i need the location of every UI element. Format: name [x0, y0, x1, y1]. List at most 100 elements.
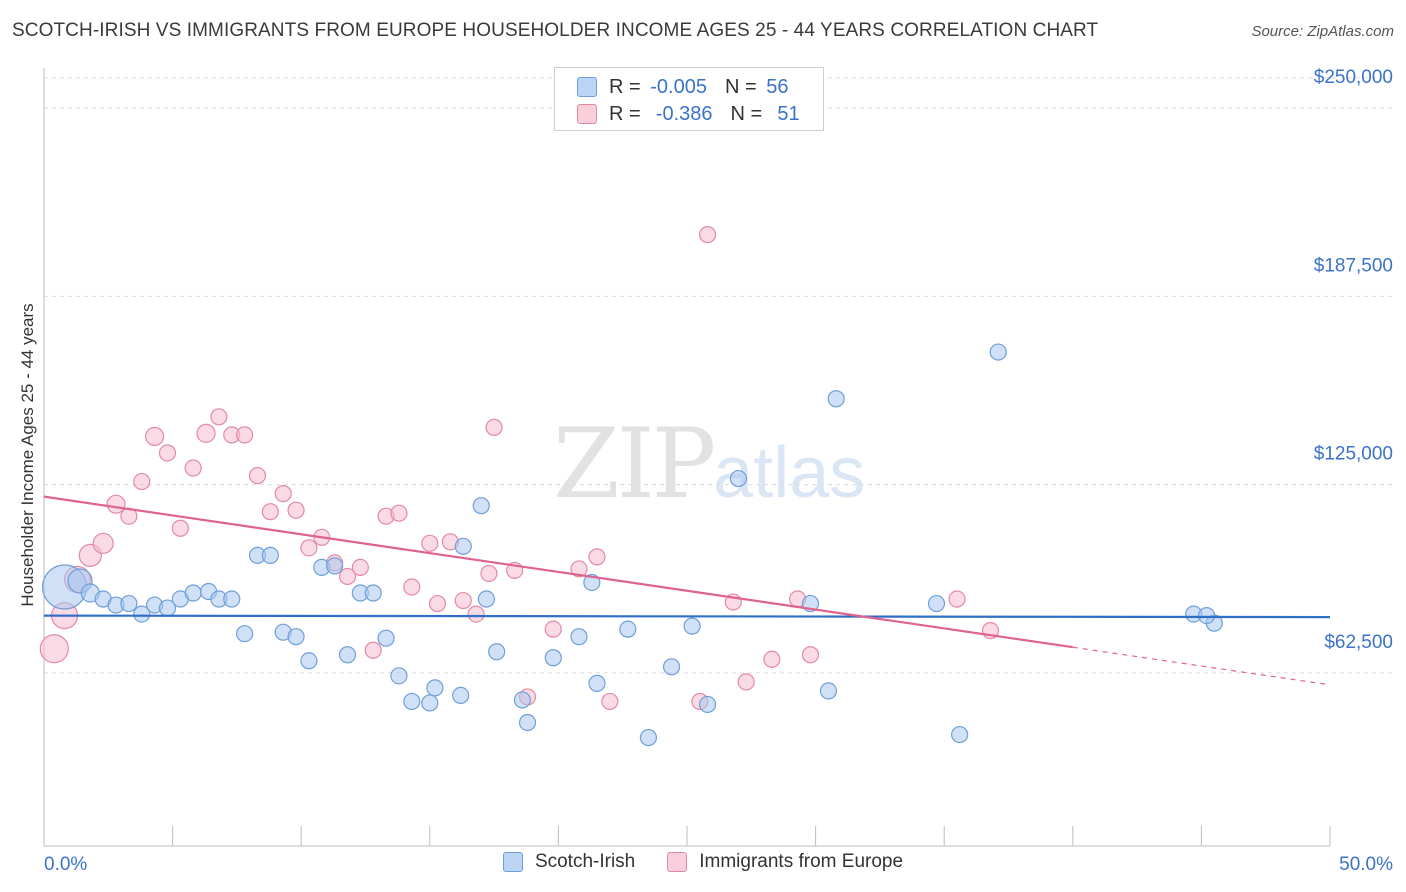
- point-scotch-irish: [326, 557, 344, 575]
- point-immigrants: [698, 226, 717, 244]
- correlation-legend: R = -0.005 N = 56 R = -0.386 N = 51: [554, 67, 824, 131]
- point-immigrants: [390, 504, 408, 522]
- point-immigrants: [763, 650, 781, 668]
- point-immigrants: [171, 519, 189, 537]
- point-scotch-irish: [390, 667, 408, 685]
- point-scotch-irish: [951, 725, 969, 744]
- point-immigrants: [184, 459, 202, 477]
- y-tick-label: $187,500: [1314, 255, 1393, 276]
- point-immigrants: [467, 605, 485, 623]
- point-scotch-irish: [377, 629, 395, 647]
- point-scotch-irish: [488, 643, 506, 661]
- point-scotch-irish: [223, 590, 241, 608]
- point-scotch-irish: [426, 679, 444, 697]
- chart-title: SCOTCH-IRISH VS IMMIGRANTS FROM EUROPE H…: [12, 20, 1099, 41]
- point-immigrants: [236, 426, 254, 444]
- point-scotch-irish: [300, 652, 318, 670]
- point-immigrants: [588, 548, 606, 566]
- point-scotch-irish: [120, 594, 138, 613]
- point-scotch-irish: [683, 617, 701, 635]
- point-scotch-irish: [364, 584, 382, 602]
- watermark: ZIPatlas: [553, 408, 865, 520]
- point-scotch-irish: [927, 594, 946, 613]
- legend-row-immigrants: R = -0.386 N = 51: [577, 101, 800, 127]
- point-immigrants: [210, 408, 228, 426]
- source-credit: Source: ZipAtlas.com: [1251, 23, 1394, 40]
- point-immigrants: [92, 532, 114, 554]
- point-immigrants: [428, 594, 447, 613]
- trend-line-immigrants-extension: [1072, 646, 1331, 686]
- point-scotch-irish: [1197, 606, 1216, 625]
- point-scotch-irish: [452, 686, 470, 705]
- point-immigrants: [248, 466, 267, 485]
- point-scotch-irish: [698, 695, 717, 714]
- point-immigrants: [737, 673, 755, 691]
- point-scotch-irish: [989, 343, 1007, 361]
- legend-r-value: -0.386: [650, 102, 713, 125]
- point-immigrants: [133, 472, 151, 491]
- point-immigrants: [454, 591, 472, 610]
- point-immigrants: [364, 641, 382, 659]
- point-scotch-irish: [454, 537, 472, 555]
- point-immigrants: [261, 503, 279, 521]
- point-immigrants: [948, 590, 966, 608]
- point-scotch-irish: [184, 584, 202, 602]
- point-scotch-irish: [403, 692, 421, 711]
- point-scotch-irish: [570, 628, 588, 646]
- grid-lines: [44, 77, 1395, 674]
- legend-swatch-blue: [577, 77, 597, 97]
- point-immigrants: [196, 423, 216, 443]
- x-tick-label: 0.0%: [44, 854, 87, 875]
- point-scotch-irish: [472, 497, 490, 515]
- legend-n-value: 56: [766, 75, 789, 98]
- y-tick-label: $125,000: [1314, 444, 1393, 465]
- axes: [43, 68, 1331, 847]
- legend-item-scotch-irish[interactable]: Scotch-Irish: [502, 851, 635, 873]
- y-axis-title: Householder Income Ages 25 - 44 years: [18, 303, 37, 606]
- legend-n-label: N =: [724, 75, 763, 98]
- point-scotch-irish: [338, 646, 357, 664]
- point-scotch-irish: [133, 605, 151, 623]
- legend-row-scotch-irish: R = -0.005 N = 56: [577, 74, 788, 100]
- point-scotch-irish: [477, 590, 495, 608]
- watermark-zip: ZIP: [553, 408, 716, 520]
- point-scotch-irish: [819, 682, 838, 700]
- trend-line-scotch-irish: [43, 614, 1331, 619]
- point-immigrants: [144, 426, 165, 446]
- x-tick-label: 50.0%: [1339, 854, 1393, 875]
- point-immigrants: [403, 578, 421, 596]
- point-scotch-irish: [639, 728, 658, 747]
- point-immigrants: [39, 634, 69, 664]
- y-tick-label: $250,000: [1314, 67, 1393, 88]
- point-scotch-irish: [261, 546, 279, 564]
- point-immigrants: [158, 444, 177, 462]
- point-immigrants: [300, 539, 318, 557]
- point-scotch-irish: [827, 390, 845, 408]
- point-scotch-irish: [518, 713, 537, 732]
- trend-line-immigrants: [43, 495, 1073, 649]
- legend-r-value: -0.005: [650, 75, 707, 98]
- point-scotch-irish: [236, 625, 254, 643]
- point-immigrants: [106, 494, 126, 514]
- point-scotch-irish: [421, 694, 439, 712]
- axis-labels: $62,500 $125,000 $187,500 $250,000 0.0% 50.0%…: [18, 67, 1393, 875]
- point-scotch-irish: [662, 658, 681, 676]
- legend-r-label: R =: [609, 102, 647, 125]
- legend-n-value: 51: [771, 102, 800, 125]
- point-scotch-irish: [588, 674, 606, 692]
- point-scotch-irish: [619, 620, 637, 638]
- point-immigrants: [480, 564, 498, 583]
- point-immigrants: [601, 692, 619, 711]
- point-immigrants: [485, 418, 503, 436]
- point-immigrants: [421, 534, 439, 552]
- point-immigrants: [274, 485, 292, 503]
- series-immigrants-points: [39, 226, 1000, 711]
- y-tick-label: $62,500: [1324, 632, 1393, 653]
- legend-item-immigrants[interactable]: Immigrants from Europe: [667, 851, 903, 873]
- point-immigrants: [287, 501, 305, 519]
- point-scotch-irish: [513, 691, 531, 709]
- legend-swatch-blue: [502, 852, 523, 872]
- point-scotch-irish: [729, 469, 748, 488]
- point-immigrants: [351, 558, 369, 577]
